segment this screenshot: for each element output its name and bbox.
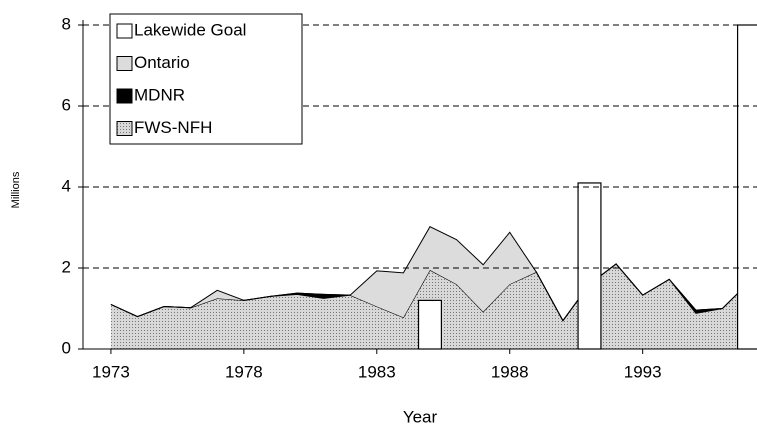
x-tick-label: 1973 xyxy=(92,362,130,381)
x-tick-label: 1983 xyxy=(358,362,396,381)
legend-swatch xyxy=(116,121,133,136)
y-tick-label: 8 xyxy=(62,14,71,33)
x-tick-label: 1978 xyxy=(225,362,263,381)
y-tick-label: 6 xyxy=(62,95,71,114)
x-tick-label: 1988 xyxy=(491,362,529,381)
legend-box xyxy=(109,13,303,145)
area-edge xyxy=(110,226,750,322)
goal-bar xyxy=(577,182,602,350)
x-axis-title: Year xyxy=(403,407,438,426)
legend-label: MDNR xyxy=(134,85,185,104)
x-tick-label: 1993 xyxy=(624,362,662,381)
goal-bar xyxy=(417,299,443,350)
legend-label: Ontario xyxy=(134,53,190,72)
legend-swatch xyxy=(116,56,133,71)
legend-swatch xyxy=(116,23,133,39)
y-axis-title: Millions xyxy=(10,171,22,208)
legend-label: Lakewide Goal xyxy=(134,20,246,39)
legend: Lakewide Goal Ontario MDNR FWS-NFH xyxy=(109,13,303,145)
y-tick-label: 2 xyxy=(62,257,71,276)
y-tick-label: 0 xyxy=(62,338,71,357)
area-fill xyxy=(110,226,750,321)
legend-swatch xyxy=(116,88,133,104)
legend-label: FWS-NFH xyxy=(134,118,212,137)
y-tick-label: 4 xyxy=(62,176,71,195)
